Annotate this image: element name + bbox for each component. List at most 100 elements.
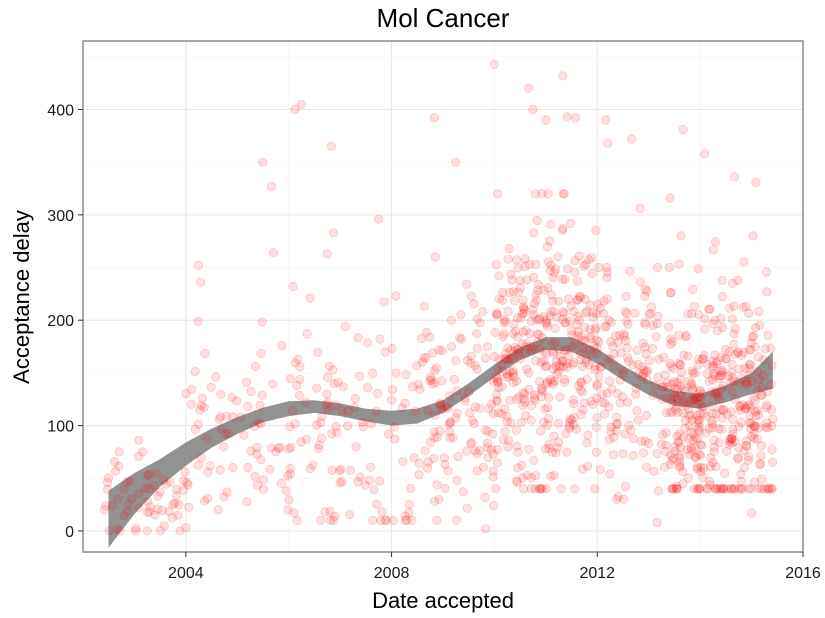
- data-point: [577, 464, 588, 474]
- data-point: [694, 310, 704, 320]
- data-point: [744, 484, 754, 494]
- data-point: [415, 384, 425, 394]
- data-point: [510, 342, 520, 353]
- data-point: [510, 326, 521, 336]
- data-point: [609, 349, 619, 359]
- data-point: [679, 395, 689, 406]
- data-point: [707, 415, 717, 426]
- data-point: [534, 313, 545, 324]
- data-point: [721, 344, 731, 355]
- data-point: [670, 404, 681, 414]
- data-point: [585, 324, 595, 334]
- data-point: [542, 315, 552, 325]
- data-point: [184, 502, 194, 512]
- data-point: [499, 315, 510, 325]
- data-point: [446, 315, 456, 325]
- data-point: [552, 369, 562, 379]
- data-point: [455, 333, 465, 343]
- data-point: [704, 376, 714, 386]
- data-point: [508, 368, 518, 378]
- data-point: [506, 269, 516, 279]
- data-point: [567, 330, 577, 340]
- data-point: [122, 477, 132, 487]
- data-point: [187, 384, 197, 394]
- data-point: [219, 442, 229, 452]
- data-point: [637, 362, 647, 372]
- data-point: [165, 477, 175, 487]
- data-point: [351, 442, 361, 452]
- data-point: [425, 376, 435, 386]
- data-point: [679, 350, 689, 360]
- data-point: [575, 349, 586, 359]
- data-point: [491, 372, 501, 383]
- data-point: [739, 347, 749, 358]
- data-point: [292, 515, 302, 526]
- data-point: [745, 418, 755, 428]
- data-point: [521, 325, 531, 336]
- data-point: [144, 483, 154, 494]
- data-point: [397, 403, 407, 413]
- data-point: [456, 334, 466, 344]
- data-point: [724, 434, 735, 444]
- data-point: [650, 380, 660, 390]
- data-point: [436, 401, 446, 412]
- data-point: [726, 367, 737, 377]
- data-point: [727, 278, 738, 288]
- data-point: [605, 469, 615, 479]
- data-point: [591, 447, 601, 457]
- data-point: [437, 376, 447, 386]
- data-point: [694, 484, 705, 494]
- data-point: [713, 391, 723, 402]
- data-point: [343, 406, 353, 416]
- data-point: [434, 494, 444, 504]
- data-point: [712, 326, 723, 336]
- data-point: [762, 287, 772, 297]
- data-point: [481, 524, 491, 534]
- data-point: [710, 371, 720, 381]
- data-point: [695, 392, 706, 402]
- data-point: [608, 341, 618, 351]
- data-point: [295, 374, 305, 384]
- chart-title: Mol Cancer: [377, 3, 510, 33]
- data-point: [734, 422, 744, 432]
- data-point: [252, 449, 262, 459]
- data-point: [442, 402, 452, 412]
- data-point: [288, 281, 298, 292]
- data-point: [437, 404, 447, 415]
- data-point: [633, 415, 644, 425]
- data-point: [400, 515, 411, 526]
- data-point: [675, 461, 685, 471]
- data-point: [688, 284, 698, 294]
- data-point: [489, 500, 499, 511]
- data-point: [380, 347, 390, 357]
- data-point: [342, 421, 353, 431]
- data-point: [734, 484, 744, 494]
- data-point: [602, 388, 612, 399]
- data-point: [678, 398, 688, 408]
- data-point: [107, 501, 117, 511]
- data-point: [683, 309, 693, 319]
- data-point: [669, 442, 680, 452]
- data-point: [716, 366, 726, 376]
- data-point: [381, 515, 391, 525]
- data-point: [296, 437, 306, 447]
- data-point: [335, 477, 345, 488]
- data-point: [515, 275, 525, 285]
- data-point: [686, 442, 696, 453]
- data-point: [700, 324, 710, 334]
- data-point: [542, 377, 552, 387]
- data-point: [453, 451, 463, 462]
- data-point: [542, 379, 552, 389]
- data-point: [746, 508, 757, 518]
- data-point: [577, 335, 587, 345]
- data-point: [200, 348, 210, 359]
- data-point: [661, 408, 671, 418]
- data-point: [534, 330, 544, 340]
- data-point: [744, 411, 755, 421]
- data-point: [666, 287, 676, 298]
- data-point: [535, 426, 546, 436]
- data-point: [580, 294, 590, 304]
- data-point: [638, 448, 649, 458]
- data-point: [505, 366, 515, 377]
- data-point: [419, 353, 429, 363]
